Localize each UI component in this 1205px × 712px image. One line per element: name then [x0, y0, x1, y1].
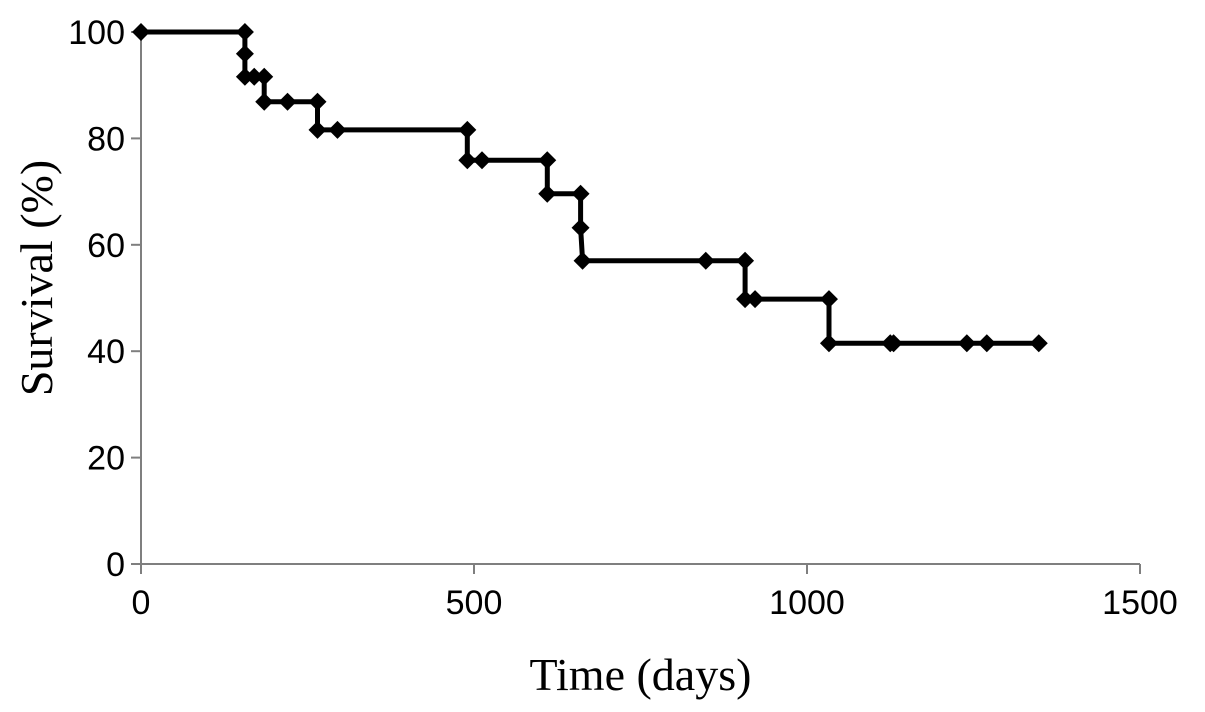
data-point-marker — [819, 334, 838, 353]
y-tick-label-20: 20 — [87, 440, 125, 478]
x-axis-title: Time (days) — [530, 649, 752, 700]
data-point-marker — [235, 67, 254, 86]
data-point-marker — [255, 67, 274, 86]
data-point-marker — [235, 44, 254, 63]
data-point-marker — [736, 251, 755, 270]
data-point-marker — [538, 184, 557, 203]
data-point-marker — [977, 334, 996, 353]
data-point-marker — [458, 151, 477, 170]
data-point-marker — [255, 92, 274, 111]
data-point-marker — [1029, 334, 1048, 353]
data-point-marker — [571, 184, 590, 203]
data-point-marker — [458, 120, 477, 139]
data-point-marker — [278, 92, 297, 111]
data-point-marker — [308, 92, 327, 111]
data-point-marker — [235, 23, 254, 41]
data-point-marker — [819, 290, 838, 309]
y-tick-label-80: 80 — [87, 120, 125, 158]
data-point-marker — [308, 120, 327, 139]
data-point-marker — [736, 290, 755, 309]
y-tick-label-0: 0 — [106, 546, 125, 584]
x-tick-label-0: 0 — [132, 584, 151, 622]
data-point-marker — [472, 151, 491, 170]
data-point-marker — [884, 334, 903, 353]
axes — [140, 30, 1140, 565]
axis-ticks — [131, 31, 1141, 574]
x-tick-label-1500: 1500 — [1102, 584, 1178, 622]
x-tick-labels: 0 500 1000 1500 — [132, 584, 1178, 622]
y-tick-label-60: 60 — [87, 227, 125, 265]
data-point-marker — [696, 251, 715, 270]
x-tick-label-1000: 1000 — [769, 584, 845, 622]
data-point-marker — [957, 334, 976, 353]
y-tick-label-40: 40 — [87, 333, 125, 371]
data-point-marker — [571, 218, 590, 237]
y-tick-labels: 100 80 60 40 20 0 — [68, 14, 125, 584]
data-point-marker — [573, 251, 592, 270]
data-point-marker — [328, 120, 347, 139]
y-tick-label-100: 100 — [68, 14, 125, 52]
data-point-marker — [245, 67, 264, 86]
x-tick-label-500: 500 — [446, 584, 503, 622]
y-axis-title: Survival (%) — [11, 160, 62, 396]
data-markers — [132, 23, 1048, 353]
data-point-marker — [746, 290, 765, 309]
data-point-marker — [132, 23, 150, 41]
survival-curve — [141, 29, 1039, 346]
data-point-marker — [538, 151, 557, 170]
